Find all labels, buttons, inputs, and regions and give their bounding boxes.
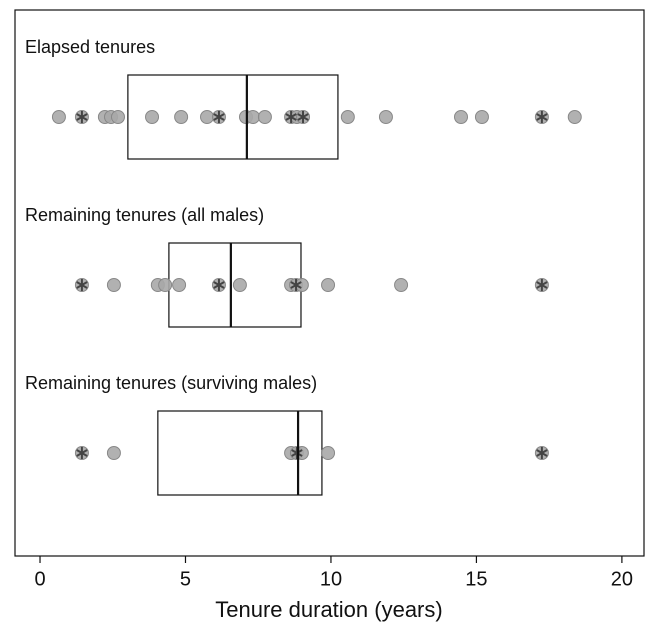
data-point xyxy=(394,278,409,292)
star-marker xyxy=(536,279,548,291)
star-marker xyxy=(536,447,548,459)
data-point xyxy=(321,446,336,460)
star-stroke xyxy=(536,281,548,289)
data-point xyxy=(172,278,187,292)
data-point xyxy=(106,278,121,292)
data-point xyxy=(340,110,355,124)
star-marker xyxy=(76,279,88,291)
star-stroke xyxy=(76,281,88,289)
star-stroke xyxy=(213,113,225,121)
plot-frame xyxy=(14,9,645,557)
data-point xyxy=(232,278,247,292)
star-marker xyxy=(297,111,309,123)
star-stroke xyxy=(291,449,303,457)
x-tick-label: 10 xyxy=(320,568,342,590)
star-stroke xyxy=(285,113,297,121)
data-point xyxy=(454,110,469,124)
star-marker xyxy=(285,111,297,123)
data-point xyxy=(174,110,189,124)
box xyxy=(127,74,339,160)
x-axis-label: Tenure duration (years) xyxy=(215,597,442,622)
data-point xyxy=(474,110,489,124)
data-point xyxy=(51,110,66,124)
data-point xyxy=(106,446,121,460)
star-marker xyxy=(536,111,548,123)
data-point xyxy=(378,110,393,124)
data-point xyxy=(158,278,173,292)
data-point xyxy=(110,110,125,124)
star-marker xyxy=(213,111,225,123)
star-stroke xyxy=(76,449,88,457)
star-stroke xyxy=(290,281,302,289)
star-marker xyxy=(290,279,302,291)
group-title: Elapsed tenures xyxy=(25,37,155,57)
data-point xyxy=(257,110,272,124)
data-point xyxy=(145,110,160,124)
data-point xyxy=(321,278,336,292)
data-point xyxy=(567,110,582,124)
star-stroke xyxy=(536,113,548,121)
x-tick-label: 15 xyxy=(465,568,487,590)
data-point xyxy=(200,110,215,124)
star-marker xyxy=(76,111,88,123)
star-marker xyxy=(213,279,225,291)
group-title: Remaining tenures (all males) xyxy=(25,205,264,225)
group-title: Remaining tenures (surviving males) xyxy=(25,373,317,393)
x-tick-label: 0 xyxy=(34,568,45,590)
star-marker xyxy=(76,447,88,459)
star-stroke xyxy=(297,113,309,121)
x-tick-label: 5 xyxy=(180,568,191,590)
star-stroke xyxy=(76,113,88,121)
data-point xyxy=(245,110,260,124)
x-tick-label: 20 xyxy=(611,568,633,590)
star-marker xyxy=(291,447,303,459)
star-stroke xyxy=(213,281,225,289)
star-stroke xyxy=(536,449,548,457)
